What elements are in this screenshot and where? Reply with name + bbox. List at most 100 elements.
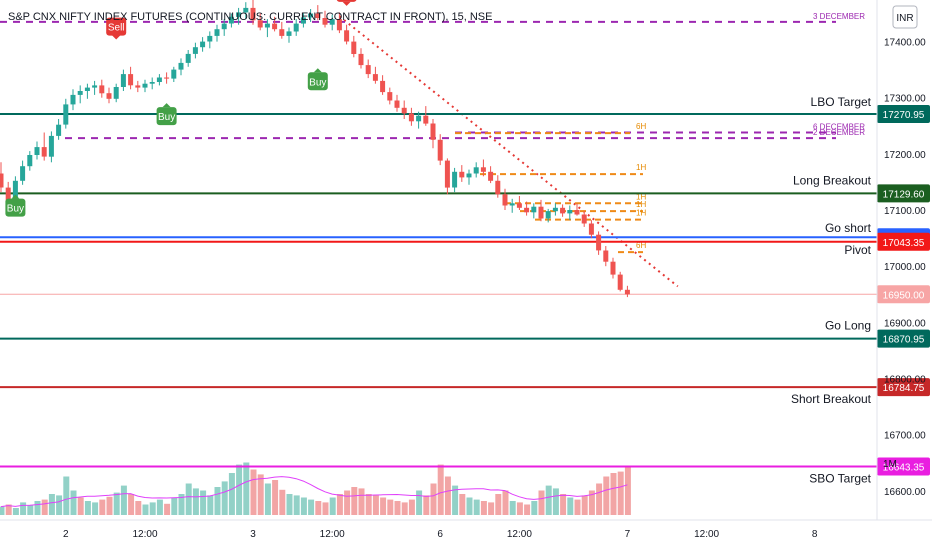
candle-body[interactable] bbox=[20, 166, 26, 181]
candle-body[interactable] bbox=[459, 171, 465, 178]
volume-bar bbox=[394, 501, 401, 515]
candle-body[interactable] bbox=[596, 234, 602, 251]
candle-body[interactable] bbox=[77, 91, 83, 95]
candle-body[interactable] bbox=[41, 147, 47, 157]
candle-body[interactable] bbox=[624, 289, 630, 295]
candle-body[interactable] bbox=[516, 203, 522, 208]
currency-badge[interactable] bbox=[892, 5, 918, 29]
candle-body[interactable] bbox=[99, 85, 105, 94]
candle-body[interactable] bbox=[495, 180, 501, 195]
candle-body[interactable] bbox=[315, 13, 321, 19]
candle-body[interactable] bbox=[344, 30, 350, 42]
candle-body[interactable] bbox=[300, 17, 306, 24]
candle-body[interactable] bbox=[351, 41, 357, 54]
candle-body[interactable] bbox=[372, 74, 378, 81]
candle-body[interactable] bbox=[488, 171, 494, 181]
candle-body[interactable] bbox=[394, 100, 400, 108]
candle-body[interactable] bbox=[113, 87, 119, 99]
candle-body[interactable] bbox=[329, 19, 335, 25]
candle-body[interactable] bbox=[236, 12, 242, 17]
candle-body[interactable] bbox=[293, 23, 299, 32]
candle-body[interactable] bbox=[264, 23, 270, 28]
buy-signal-badge[interactable] bbox=[156, 107, 177, 126]
candle-body[interactable] bbox=[286, 31, 292, 36]
candle-body[interactable] bbox=[444, 160, 450, 188]
candle-body[interactable] bbox=[560, 207, 566, 214]
sell-signal-badge[interactable] bbox=[106, 17, 127, 36]
candle-body[interactable] bbox=[588, 223, 594, 235]
candle-body[interactable] bbox=[603, 250, 609, 262]
candle-body[interactable] bbox=[423, 115, 429, 124]
candle-body[interactable] bbox=[156, 77, 162, 83]
candle-body[interactable] bbox=[437, 139, 443, 161]
candle-body[interactable] bbox=[228, 16, 234, 24]
candle-body[interactable] bbox=[70, 94, 76, 105]
price-axis[interactable]: 17400.00 17300.00 17200.00 17100.00 17000.00… bbox=[884, 38, 926, 498]
candle-body[interactable] bbox=[48, 135, 54, 157]
candle-body[interactable] bbox=[149, 82, 155, 84]
candle-body[interactable] bbox=[430, 123, 436, 140]
candle-body[interactable] bbox=[524, 207, 530, 213]
candle-body[interactable] bbox=[480, 167, 486, 172]
candle-body[interactable] bbox=[452, 171, 458, 188]
candle-body[interactable] bbox=[192, 47, 198, 54]
candle-body[interactable] bbox=[84, 87, 90, 91]
candle-body[interactable] bbox=[408, 113, 414, 122]
candle-body[interactable] bbox=[92, 85, 98, 88]
candle-body[interactable] bbox=[214, 29, 220, 36]
candle-body[interactable] bbox=[545, 211, 551, 219]
candle-body[interactable] bbox=[243, 7, 249, 13]
candle-body[interactable] bbox=[221, 23, 227, 30]
candle-body[interactable] bbox=[466, 173, 472, 178]
candle-body[interactable] bbox=[207, 35, 213, 42]
candle-body[interactable] bbox=[27, 155, 33, 167]
candle-body[interactable] bbox=[164, 77, 170, 79]
candle-body[interactable] bbox=[401, 107, 407, 114]
candle-body[interactable] bbox=[387, 92, 393, 101]
candle-body[interactable] bbox=[56, 124, 62, 136]
candle-body[interactable] bbox=[142, 83, 148, 88]
sell-signal-badge[interactable] bbox=[336, 0, 357, 2]
candle-body[interactable] bbox=[552, 207, 558, 212]
candle-body[interactable] bbox=[617, 274, 623, 290]
candle-body[interactable] bbox=[473, 167, 479, 174]
candle-body[interactable] bbox=[538, 206, 544, 219]
candle-body[interactable] bbox=[250, 7, 256, 21]
candle-body[interactable] bbox=[416, 115, 422, 122]
candle-body[interactable] bbox=[185, 53, 191, 63]
candle-body[interactable] bbox=[171, 69, 177, 79]
candle-body[interactable] bbox=[135, 85, 141, 88]
candle-body[interactable] bbox=[358, 53, 364, 66]
candle-body[interactable] bbox=[200, 41, 206, 48]
candle-body[interactable] bbox=[502, 194, 508, 206]
candle-body[interactable] bbox=[574, 210, 580, 215]
buy-signal-badge[interactable] bbox=[5, 198, 26, 217]
candle-body[interactable] bbox=[257, 20, 263, 28]
candle-body[interactable] bbox=[509, 203, 515, 206]
candle-body[interactable] bbox=[322, 18, 328, 25]
candle-body[interactable] bbox=[106, 93, 112, 99]
candle-body[interactable] bbox=[531, 206, 537, 213]
candle-body[interactable] bbox=[336, 19, 342, 31]
time-axis[interactable]: 2 12:00 3 12:00 6 12:00 7 12:00 8 bbox=[63, 529, 818, 540]
candle-body[interactable] bbox=[178, 62, 184, 70]
candle-body[interactable] bbox=[120, 74, 126, 87]
candle-body[interactable] bbox=[610, 261, 616, 275]
candle-body[interactable] bbox=[128, 74, 134, 86]
candles-layer[interactable] bbox=[0, 0, 630, 298]
candle-body[interactable] bbox=[365, 65, 371, 75]
candle-body[interactable] bbox=[279, 29, 285, 36]
candle-body[interactable] bbox=[581, 214, 587, 224]
candle-body[interactable] bbox=[567, 210, 573, 214]
candle-body[interactable] bbox=[272, 23, 278, 30]
candle-body[interactable] bbox=[63, 104, 69, 125]
candle-body[interactable] bbox=[34, 147, 40, 155]
candle-body[interactable] bbox=[0, 173, 4, 188]
candle-body[interactable] bbox=[5, 187, 11, 208]
buy-signal-badge[interactable] bbox=[307, 72, 328, 91]
candle-body[interactable] bbox=[12, 180, 18, 208]
candle-body[interactable] bbox=[380, 80, 386, 93]
candle-body[interactable] bbox=[308, 13, 314, 18]
